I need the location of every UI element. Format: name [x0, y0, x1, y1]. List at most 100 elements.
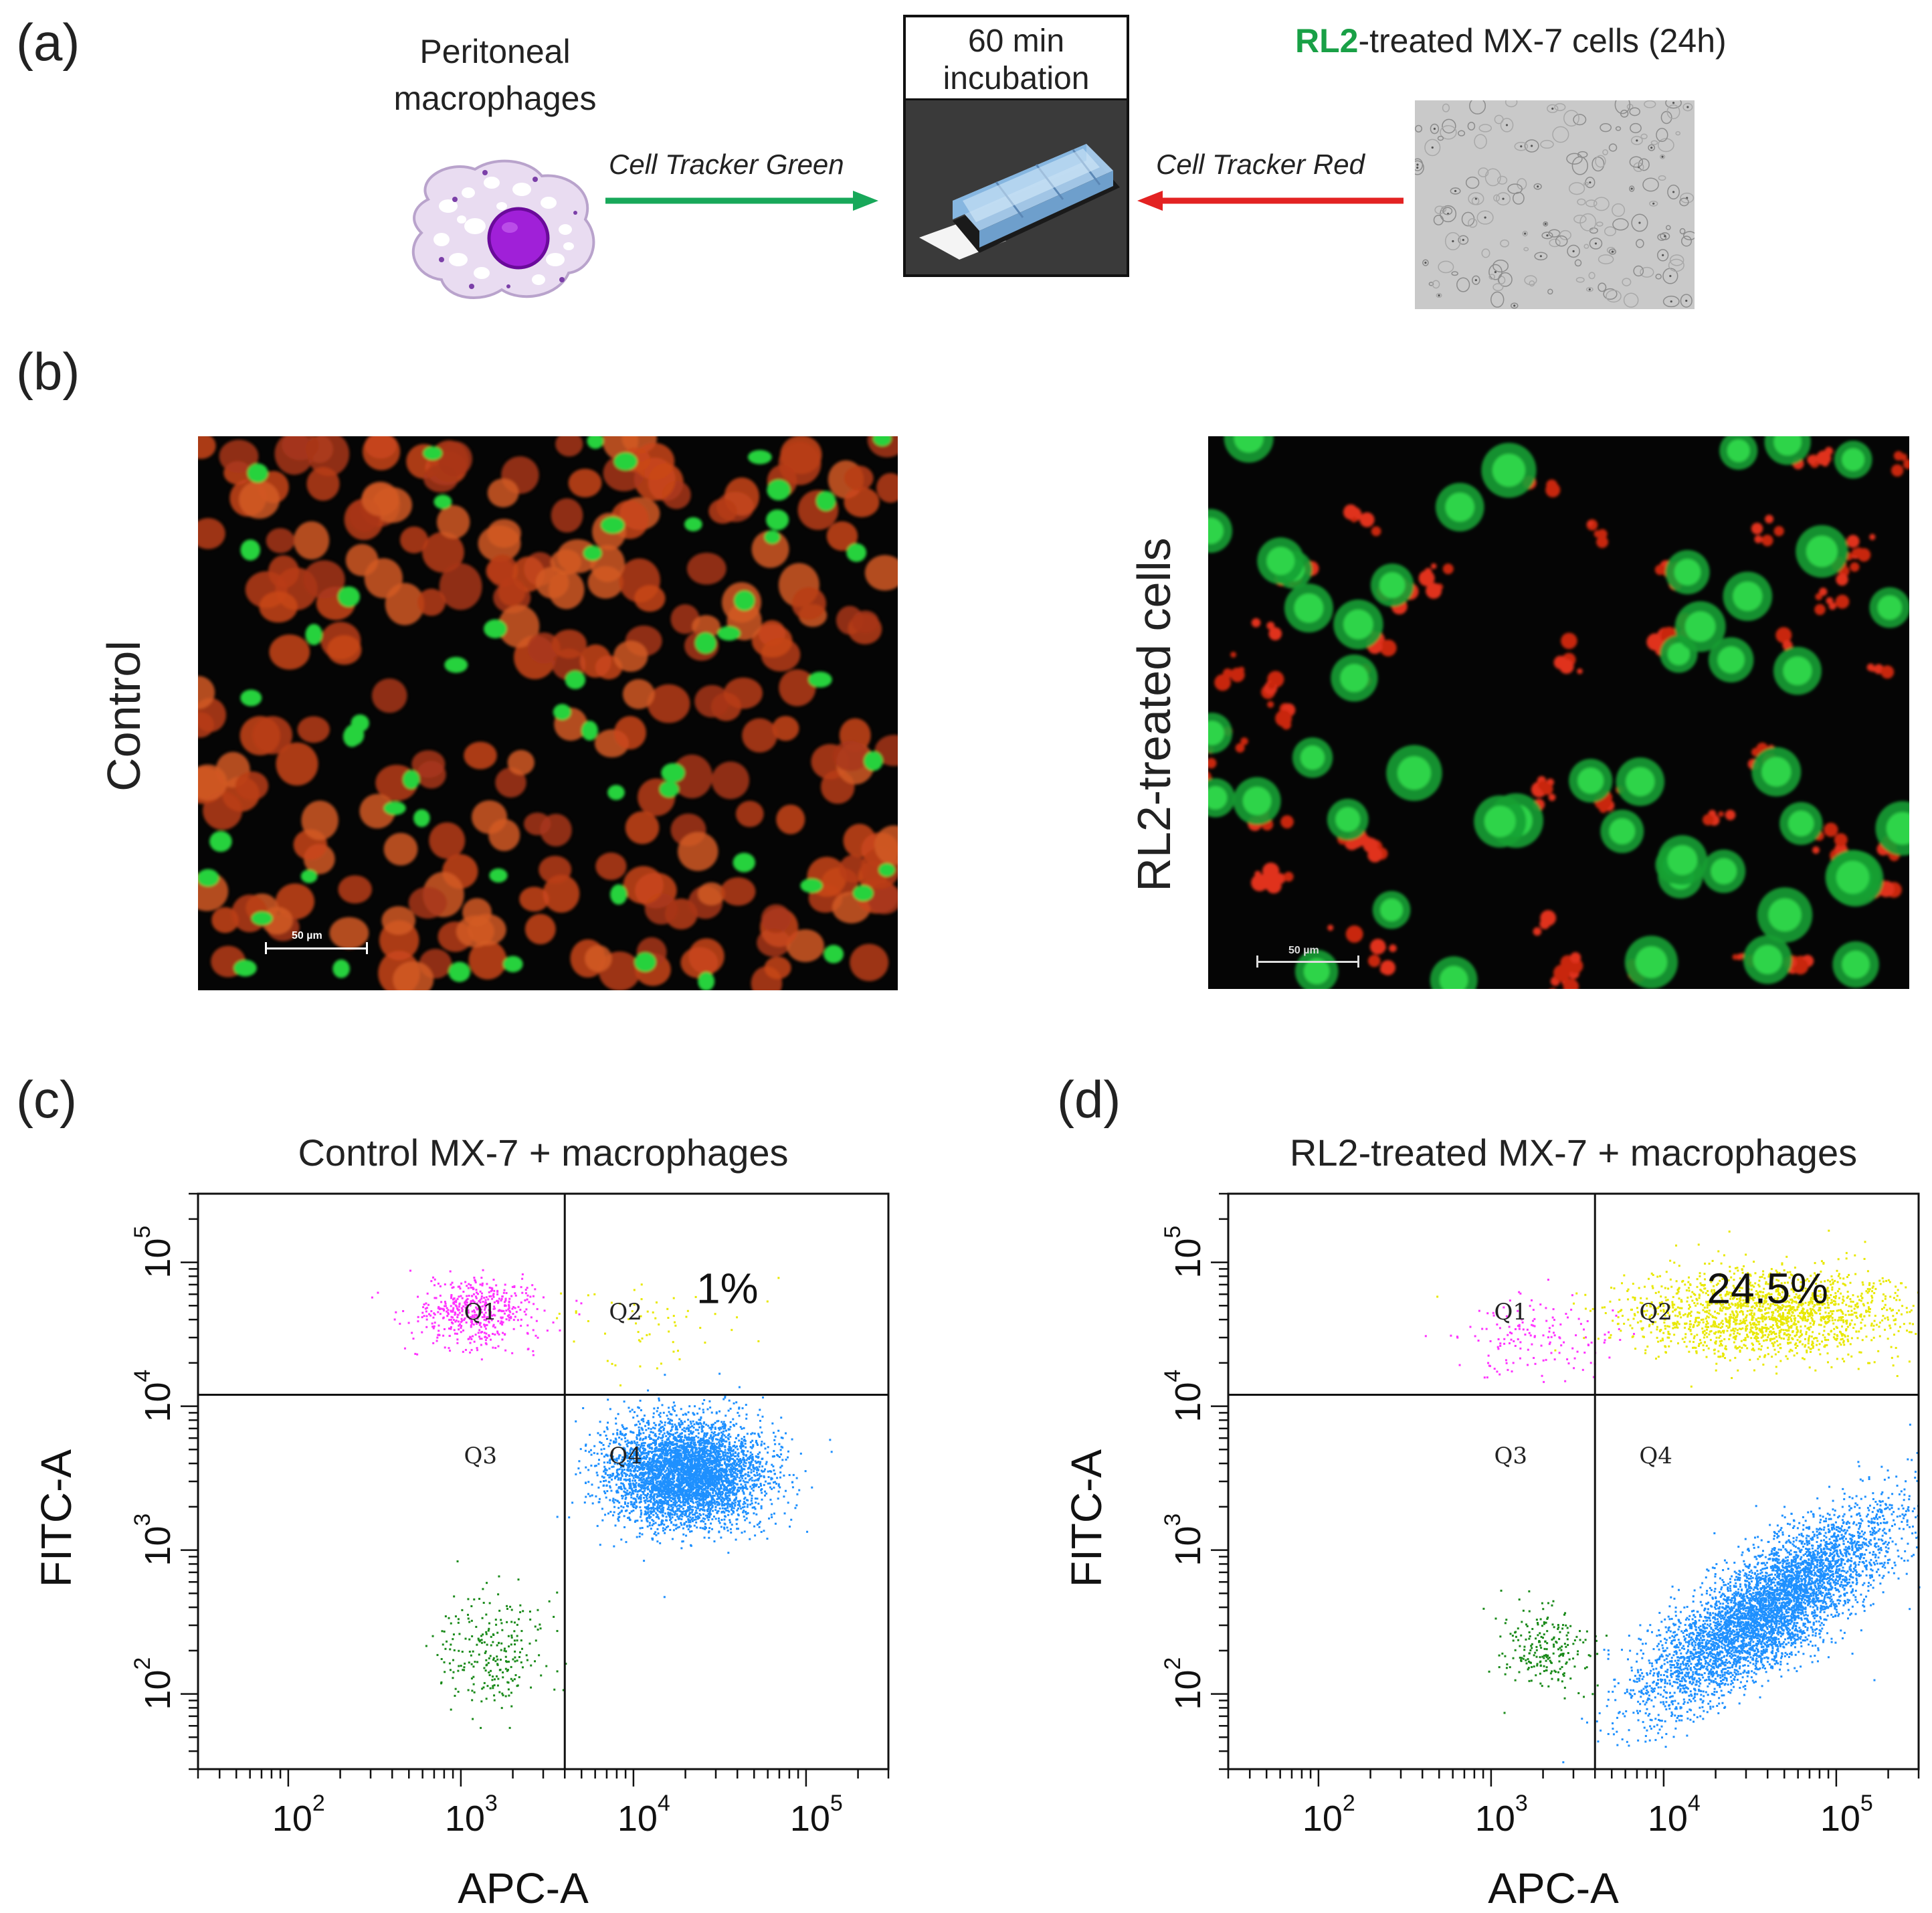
- event-dot: [634, 1474, 636, 1477]
- event-dot: [733, 1402, 735, 1404]
- event-dot: [700, 1495, 703, 1497]
- event-dot: [436, 1340, 438, 1342]
- event-dot: [654, 1440, 656, 1443]
- event-dot: [747, 1457, 749, 1459]
- event-dot: [698, 1504, 700, 1507]
- event-dot: [720, 1493, 723, 1496]
- event-dot: [502, 1291, 505, 1294]
- event-dot: [723, 1512, 726, 1514]
- event-dot: [702, 1408, 704, 1411]
- event-dot: [460, 1317, 463, 1320]
- event-dot: [755, 1461, 758, 1464]
- event-dot: [630, 1484, 632, 1487]
- event-dot: [654, 1473, 657, 1475]
- event-dot: [652, 1459, 655, 1461]
- event-dot: [681, 1476, 684, 1479]
- event-dot: [464, 1348, 467, 1351]
- event-dot: [647, 1511, 650, 1514]
- event-dot: [684, 1443, 686, 1445]
- event-dot: [717, 1420, 720, 1423]
- event-dot: [739, 1445, 741, 1448]
- event-dot: [700, 1499, 702, 1501]
- event-dot: [447, 1311, 450, 1314]
- event-dot: [668, 1486, 670, 1489]
- event-dot: [693, 1413, 696, 1416]
- event-dot: [674, 1469, 676, 1471]
- event-dot: [739, 1426, 742, 1429]
- event-dot: [743, 1510, 745, 1512]
- event-dot: [718, 1475, 721, 1478]
- event-dot: [638, 1429, 641, 1431]
- event-dot: [658, 1510, 661, 1513]
- event-dot: [664, 1494, 666, 1497]
- event-dot: [742, 1511, 745, 1514]
- event-dot: [686, 1439, 688, 1441]
- event-dot: [633, 1486, 636, 1489]
- event-dot: [407, 1322, 410, 1324]
- event-dot: [492, 1324, 495, 1326]
- event-dot: [625, 1443, 628, 1446]
- event-dot: [628, 1461, 631, 1463]
- event-dot: [638, 1497, 641, 1499]
- event-dot: [475, 1289, 478, 1291]
- event-dot: [684, 1472, 686, 1475]
- event-dot: [519, 1308, 522, 1311]
- event-dot: [636, 1462, 638, 1465]
- event-dot: [681, 1429, 684, 1431]
- event-dot: [482, 1301, 484, 1303]
- event-dot: [621, 1482, 624, 1485]
- event-dot: [503, 1647, 506, 1650]
- event-dot: [642, 1493, 645, 1495]
- event-dot: [417, 1315, 419, 1318]
- event-dot: [707, 1519, 710, 1522]
- event-dot: [709, 1485, 712, 1487]
- event-dot: [688, 1521, 690, 1524]
- event-dot: [713, 1447, 716, 1450]
- event-dot: [660, 1455, 662, 1458]
- event-dot: [664, 1491, 667, 1493]
- event-dot: [690, 1506, 693, 1508]
- event-dot: [628, 1465, 631, 1467]
- event-dot: [763, 1530, 765, 1532]
- event-dot: [686, 1427, 688, 1429]
- event-dot: [659, 1480, 662, 1483]
- event-dot: [480, 1726, 482, 1729]
- event-dot: [704, 1447, 707, 1450]
- event-dot: [668, 1410, 670, 1413]
- event-dot: [733, 1423, 735, 1426]
- event-dot: [688, 1524, 691, 1527]
- event-dot: [745, 1481, 748, 1483]
- event-dot: [772, 1465, 775, 1468]
- event-dot: [681, 1423, 684, 1425]
- event-dot: [705, 1479, 708, 1482]
- event-dot: [676, 1484, 679, 1487]
- event-dot: [667, 1512, 670, 1514]
- event-dot: [688, 1492, 691, 1495]
- event-dot: [700, 1492, 703, 1495]
- event-dot: [718, 1464, 720, 1467]
- event-dot: [605, 1469, 608, 1471]
- event-dot: [603, 1431, 605, 1433]
- event-dot: [666, 1501, 668, 1504]
- event-dot: [739, 1505, 741, 1508]
- event-dot: [792, 1473, 795, 1476]
- event-dot: [718, 1497, 721, 1500]
- event-dot: [737, 1454, 739, 1457]
- event-dot: [371, 1296, 373, 1299]
- event-dot: [737, 1528, 739, 1530]
- event-dot: [737, 1508, 740, 1510]
- event-dot: [670, 1480, 673, 1483]
- event-dot: [478, 1329, 481, 1332]
- event-dot: [686, 1480, 689, 1483]
- event-dot: [677, 1504, 680, 1507]
- event-dot: [686, 1524, 688, 1527]
- event-dot: [482, 1601, 485, 1604]
- event-dot: [686, 1501, 689, 1504]
- event-dot: [645, 1508, 648, 1510]
- event-dot: [696, 1464, 699, 1467]
- event-dot: [423, 1303, 425, 1306]
- event-dot: [740, 1447, 743, 1449]
- event-dot: [662, 1459, 664, 1462]
- event-dot: [781, 1459, 784, 1461]
- event-dot: [670, 1483, 673, 1486]
